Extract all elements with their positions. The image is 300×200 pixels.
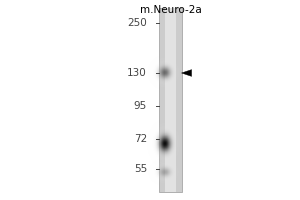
Text: m.Neuro-2a: m.Neuro-2a <box>140 5 202 15</box>
Polygon shape <box>182 70 192 76</box>
Text: 72: 72 <box>134 134 147 144</box>
Bar <box>165 8 175 192</box>
Bar <box>159 8 182 192</box>
Text: 55: 55 <box>134 164 147 174</box>
Text: 95: 95 <box>134 101 147 111</box>
Text: 130: 130 <box>127 68 147 78</box>
Text: 250: 250 <box>127 18 147 28</box>
